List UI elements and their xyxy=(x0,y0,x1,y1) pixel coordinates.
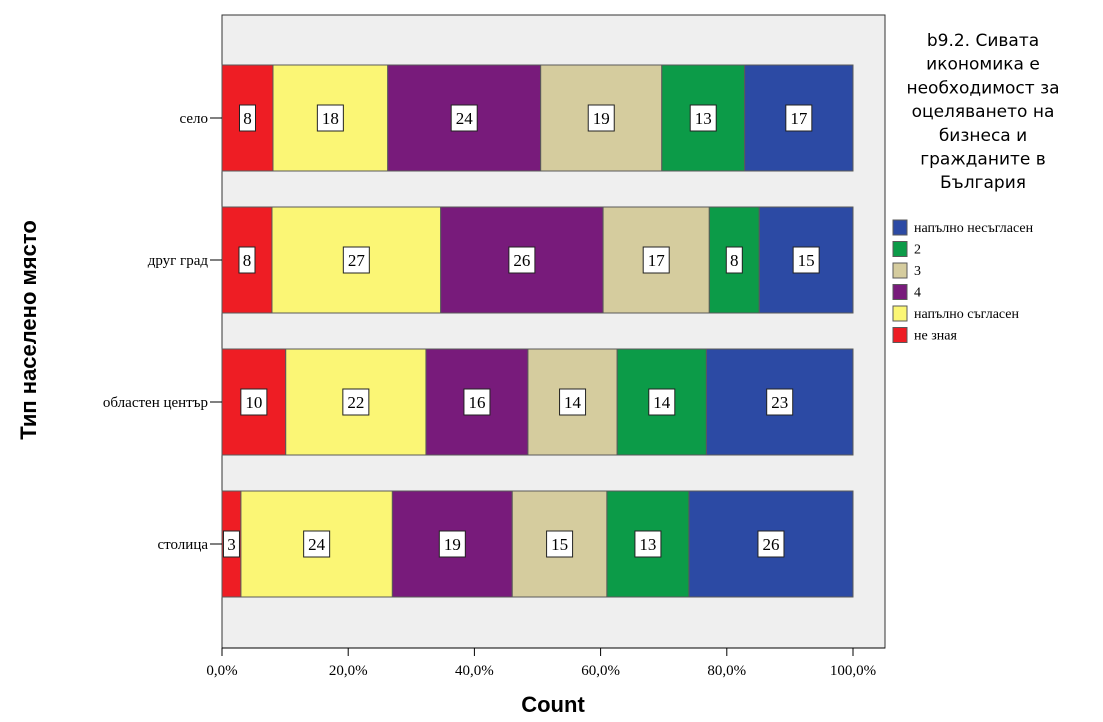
data-label: 8 xyxy=(243,251,252,270)
data-label-box xyxy=(785,104,813,132)
legend-label: не зная xyxy=(914,329,957,344)
x-tick-label: 0,0% xyxy=(206,663,237,679)
data-label-box xyxy=(222,530,240,558)
legend-label: напълно съгласен xyxy=(914,307,1020,322)
data-label-box xyxy=(587,104,615,132)
legend-swatch-напълно-съгласен xyxy=(892,305,908,322)
data-label: 13 xyxy=(639,535,656,554)
x-tick-label: 20,0% xyxy=(329,663,368,679)
x-axis-title: Count xyxy=(521,692,585,717)
data-label-box xyxy=(316,104,344,132)
data-label: 24 xyxy=(456,109,474,128)
x-axis-ticks: 0,0% 20,0% 40,0% 60,0% 80,0% 100,0% xyxy=(206,647,885,679)
data-label: 10 xyxy=(245,393,262,412)
y-category-label: столица xyxy=(157,537,208,553)
data-label-box xyxy=(438,530,466,558)
x-tick-label: 100,0% xyxy=(830,663,876,679)
data-label: 26 xyxy=(762,535,779,554)
legend-swatch-2 xyxy=(892,241,908,257)
legend-swatch-не-зная xyxy=(892,327,908,343)
data-label-box xyxy=(450,104,478,132)
legend-title: b9.2. Сивата икономика е необходимост за оц… xyxy=(906,31,1059,193)
bar-segment-3 xyxy=(540,64,663,172)
data-label: 17 xyxy=(648,251,666,270)
data-label: 18 xyxy=(322,109,339,128)
data-label-box xyxy=(342,388,370,416)
legend-label: 3 xyxy=(914,264,921,279)
data-label-box xyxy=(648,388,676,416)
x-tick-label: 40,0% xyxy=(455,663,494,679)
data-label: 17 xyxy=(790,109,808,128)
legend-swatch-3 xyxy=(892,262,908,279)
data-label-box xyxy=(303,530,331,558)
y-axis-title: Тип населено място xyxy=(16,220,41,440)
data-label-box xyxy=(634,530,662,558)
data-label: 26 xyxy=(513,251,530,270)
data-label-box xyxy=(766,388,794,416)
data-label: 14 xyxy=(653,393,671,412)
data-label-box xyxy=(342,246,370,274)
data-label-box xyxy=(238,104,256,132)
data-label: 8 xyxy=(730,251,739,270)
y-category-label: друг град xyxy=(148,253,209,269)
data-label: 14 xyxy=(564,393,582,412)
data-label: 23 xyxy=(771,393,788,412)
legend-label: напълно несъгласен xyxy=(914,221,1034,236)
data-label: 3 xyxy=(227,535,236,554)
data-label-box xyxy=(725,246,743,274)
data-label-box xyxy=(559,388,587,416)
legend: b9.2. Сивата икономика е необходимост за оц… xyxy=(892,31,1060,344)
data-label: 16 xyxy=(468,393,485,412)
data-label: 24 xyxy=(308,535,326,554)
y-category-label: село xyxy=(180,111,208,127)
x-tick-label: 60,0% xyxy=(581,663,620,679)
data-label-box xyxy=(463,388,491,416)
legend-swatch-4 xyxy=(892,284,908,300)
data-label: 8 xyxy=(243,109,252,128)
data-label-box xyxy=(238,246,256,274)
data-label: 19 xyxy=(593,109,610,128)
data-label: 27 xyxy=(348,251,366,270)
x-tick-label: 80,0% xyxy=(707,663,746,679)
bars-layer: 8 18 24 19 13 17 8 27 26 17 8 15 10 22 16 14 14 23 3 24 19 15… xyxy=(221,64,854,598)
y-axis-categories: село друг град областен център столица xyxy=(103,111,222,553)
data-label-box xyxy=(508,246,536,274)
data-label: 15 xyxy=(798,251,815,270)
data-label-box xyxy=(642,246,670,274)
data-label-box xyxy=(546,530,574,558)
legend-label: 4 xyxy=(914,286,921,301)
data-label-box xyxy=(240,388,268,416)
y-category-label: областен център xyxy=(103,395,208,411)
data-label-box xyxy=(757,530,785,558)
data-label: 19 xyxy=(444,535,461,554)
data-label: 13 xyxy=(695,109,712,128)
legend-swatch-напълно-несъгласен xyxy=(892,219,908,236)
data-label: 22 xyxy=(347,393,364,412)
legend-label: 2 xyxy=(914,243,921,258)
data-label: 15 xyxy=(551,535,568,554)
data-label-box xyxy=(689,104,717,132)
data-label-box xyxy=(792,246,820,274)
